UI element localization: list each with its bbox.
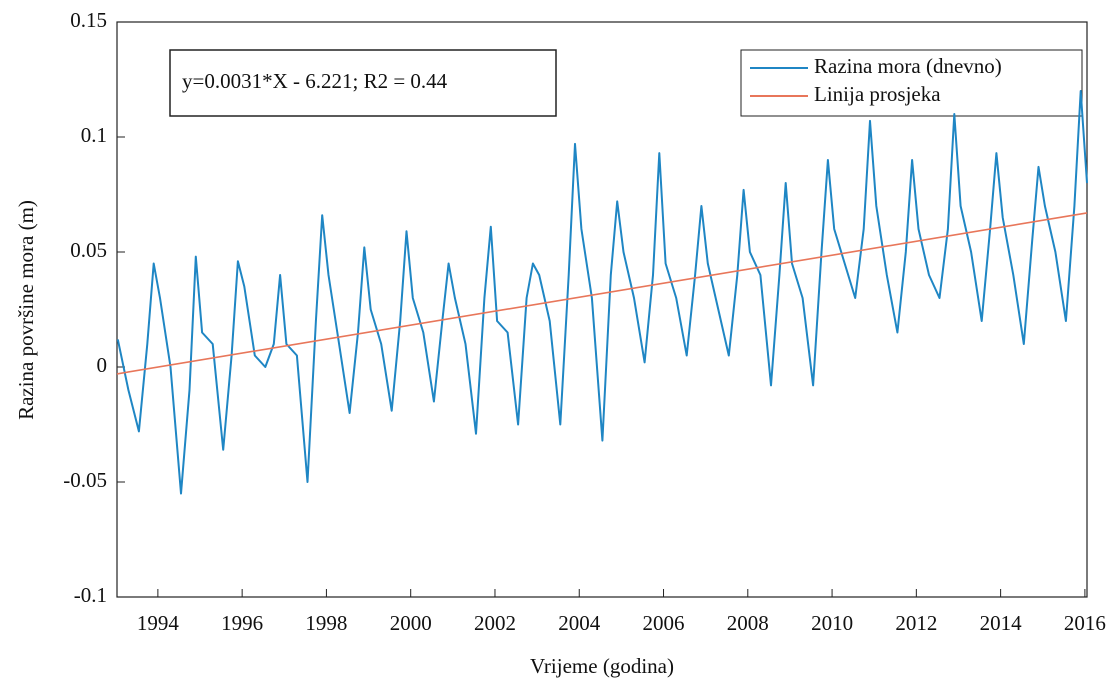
x-tick-label: 1996 (221, 611, 263, 635)
x-tick-label: 2006 (643, 611, 685, 635)
y-axis-label: Razina površine mora (m) (14, 200, 38, 420)
series-line (116, 90, 1088, 495)
y-tick-label: 0.15 (70, 8, 107, 32)
x-tick-label: 2002 (474, 611, 516, 635)
x-tick-label: 2008 (727, 611, 769, 635)
legend-box (740, 49, 1083, 117)
x-axis-label: Vrijeme (godina) (530, 654, 674, 678)
x-tick-label: 2012 (895, 611, 937, 635)
series-line (116, 212, 1088, 375)
y-tick-label: 0.1 (81, 123, 107, 147)
y-tick-label: -0.1 (74, 583, 107, 607)
x-tick-label: 2004 (558, 611, 601, 635)
y-tick-label: 0 (97, 353, 108, 377)
legend-label: Razina mora (dnevno) (814, 54, 1002, 78)
x-tick-label: 2010 (811, 611, 853, 635)
y-tick-label: -0.05 (63, 468, 107, 492)
x-tick-label: 2000 (390, 611, 432, 635)
y-tick-label: 0.05 (70, 238, 107, 262)
x-tick-label: 1994 (137, 611, 180, 635)
annotation-box (169, 49, 557, 117)
x-tick-label: 1998 (305, 611, 347, 635)
legend-label: Linija prosjeka (814, 82, 941, 106)
plot-frame (116, 21, 1088, 598)
x-tick-label: 2016 (1064, 611, 1106, 635)
annotation: y=0.0031*X - 6.221; R2 = 0.44 (182, 69, 448, 93)
x-tick-label: 2014 (980, 611, 1023, 635)
